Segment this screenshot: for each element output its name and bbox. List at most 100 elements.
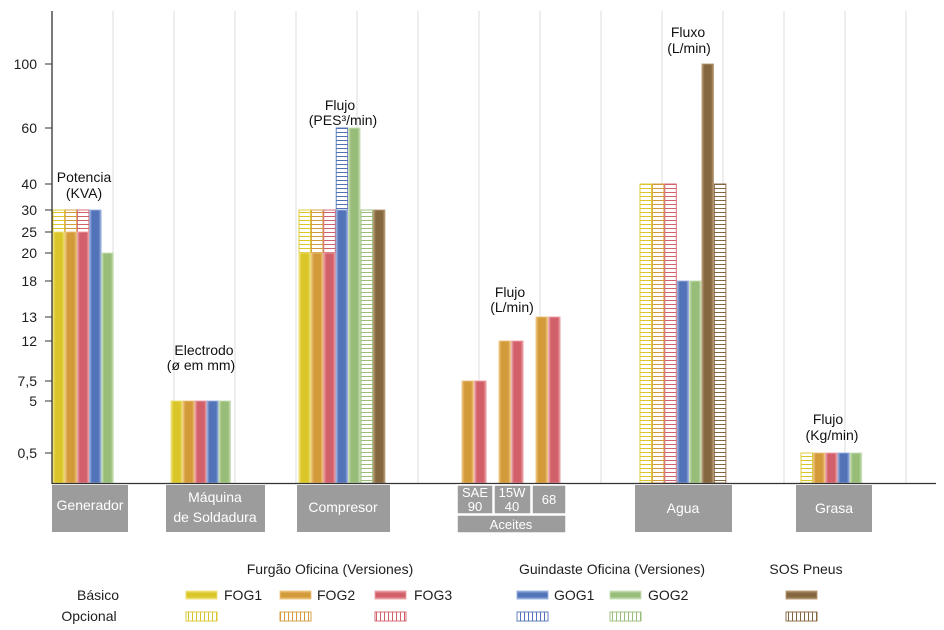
y-axis-ticks: 100 60 40 30 25 20 18 13 12 7,5 5 0,5 xyxy=(14,56,52,461)
legend-group-title-furgao: Furgão Oficina (Versiones) xyxy=(247,561,414,577)
y-tick-label: 30 xyxy=(21,202,37,218)
bar-aceites-15w-40-fog3-basico xyxy=(511,340,524,484)
subcategory-label-sae-90-line2: 90 xyxy=(468,499,482,514)
legend-swatch-gog1-basico xyxy=(516,590,549,600)
bar-compresor-gog1-basico xyxy=(335,209,349,484)
annotation-grasa-line1: Flujo xyxy=(813,411,844,427)
bar-generador-fog2-basico xyxy=(64,231,78,484)
legend-swatch-fog2-opcional xyxy=(279,611,312,622)
y-tick-label: 12 xyxy=(21,333,37,349)
category-label-agua: Agua xyxy=(667,500,700,516)
category-box-aceites xyxy=(456,514,567,534)
bar-maquina-de-soldadura-fog3-basico xyxy=(194,400,207,484)
y-tick-label: 7,5 xyxy=(18,373,38,389)
legend-swatch-fog2-basico xyxy=(279,590,312,600)
annotation-maquina-line1: Electrodo xyxy=(174,342,233,358)
legend: Furgão Oficina (Versiones) Guindaste Ofi… xyxy=(61,561,842,624)
annotation-agua-line2: (L/min) xyxy=(667,40,711,56)
y-tick-label: 0,5 xyxy=(18,445,38,461)
bar-compresor-fog2-basico xyxy=(310,252,324,484)
bar-maquina-de-soldadura-fog1-basico xyxy=(170,400,183,484)
y-tick-label: 100 xyxy=(14,56,38,72)
bar-grasa-gog2-basico xyxy=(849,452,863,484)
bar-generador-fog3-basico xyxy=(76,231,90,484)
legend-label-gog1: GOG1 xyxy=(554,587,595,603)
legend-swatch-gog2-basico xyxy=(609,590,642,600)
subcategory-label-68: 68 xyxy=(542,492,556,507)
annotation-aceites-line2: (L/min) xyxy=(490,299,534,315)
legend-label-fog3: FOG3 xyxy=(414,587,452,603)
legend-swatch-sos-pneus-opcional xyxy=(785,611,818,622)
category-label-generador: Generador xyxy=(57,497,124,513)
annotation-grasa-line2: (Kg/min) xyxy=(806,427,859,443)
bar-compresor-fog3-basico xyxy=(323,252,336,484)
bar-compresor-gog2-basico xyxy=(348,127,361,484)
y-tick-label: 13 xyxy=(21,309,37,325)
bar-grasa-fog1-opcional xyxy=(800,452,813,484)
y-tick-label: 18 xyxy=(21,273,37,289)
legend-swatch-fog1-basico xyxy=(185,590,218,600)
annotation-generador-line2: (KVA) xyxy=(66,185,102,201)
bar-agua-gog2-basico xyxy=(689,280,702,484)
legend-swatch-fog3-basico xyxy=(374,590,407,600)
bar-agua-fog3-opcional xyxy=(664,183,677,484)
bar-generador-gog2-basico xyxy=(101,252,114,484)
legend-row-label-opcional: Opcional xyxy=(61,608,116,624)
subcategory-label-sae-90-line1: SAE xyxy=(462,485,488,500)
annotation-compresor-line2: (PES³/min) xyxy=(309,112,377,128)
bar-agua-gog1-basico xyxy=(676,280,690,484)
annotation-generador-line1: Potencia xyxy=(57,169,112,185)
legend-group-title-sos-pneus: SOS Pneus xyxy=(769,561,842,577)
y-tick-label: 5 xyxy=(29,393,37,409)
annotations: Potencia (KVA) Electrodo (ø em mm) Flujo… xyxy=(57,24,859,443)
legend-label-gog2: GOG2 xyxy=(648,587,689,603)
bar-aceites-68-fog2-basico xyxy=(535,316,548,484)
bars xyxy=(52,63,863,484)
subcategory-box-15w-40 xyxy=(493,484,532,515)
bar-agua-sos-pneus-opcional xyxy=(713,183,727,484)
category-label-compresor: Compresor xyxy=(308,499,378,515)
bar-aceites-sae-90-fog2-basico xyxy=(461,380,474,484)
category-labels: Generador Máquina de Soldadura Compresor… xyxy=(52,484,872,534)
category-label-maquina-line1: Máquina xyxy=(188,489,242,505)
category-label-aceites: Aceites xyxy=(490,517,533,532)
legend-group-title-guindaste: Guindaste Oficina (Versiones) xyxy=(519,561,705,577)
legend-swatch-fog1-opcional xyxy=(185,611,218,622)
legend-swatch-gog2-opcional xyxy=(609,611,642,622)
bar-grasa-fog3-basico xyxy=(825,452,838,484)
annotation-agua-line1: Fluxo xyxy=(671,24,705,40)
bar-grasa-gog1-basico xyxy=(837,452,850,484)
subcategory-box-sae-90 xyxy=(456,484,494,515)
category-box-generador xyxy=(52,485,128,532)
subcategory-label-15w-40-line1: 15W xyxy=(499,485,526,500)
bar-maquina-de-soldadura-fog2-basico xyxy=(182,400,195,484)
annotation-aceites-line1: Flujo xyxy=(495,284,526,300)
bar-compresor-fog1-basico xyxy=(298,252,311,484)
bar-aceites-68-fog3-basico xyxy=(548,316,561,484)
category-box-grasa xyxy=(796,485,872,532)
category-box-maquina xyxy=(166,485,265,532)
bar-compresor-gog2-opcional xyxy=(360,209,373,484)
category-label-maquina-line2: de Soldadura xyxy=(173,509,257,525)
bar-aceites-15w-40-fog2-basico xyxy=(498,340,511,484)
bar-aceites-sae-90-fog3-basico xyxy=(474,380,487,484)
category-box-compresor xyxy=(297,485,390,532)
y-tick-label: 40 xyxy=(21,176,37,192)
bar-agua-sos-pneus-basico xyxy=(701,63,714,484)
legend-row-label-basico: Básico xyxy=(77,587,119,603)
legend-label-fog2: FOG2 xyxy=(317,587,355,603)
bar-compresor-sos-pneus-basico xyxy=(372,209,386,484)
legend-swatch-gog1-opcional xyxy=(516,611,549,622)
bar-generador-gog1-basico xyxy=(89,209,102,484)
subcategory-box-68 xyxy=(531,484,567,515)
y-tick-label: 25 xyxy=(21,224,37,240)
legend-label-fog1: FOG1 xyxy=(224,587,262,603)
category-box-agua xyxy=(635,485,732,532)
bar-generador-fog1-basico xyxy=(52,231,65,484)
subcategory-label-15w-40-line2: 40 xyxy=(505,499,519,514)
y-tick-label: 20 xyxy=(21,245,37,261)
bar-grasa-fog2-basico xyxy=(812,452,826,484)
bar-agua-fog1-opcional xyxy=(639,183,652,484)
category-label-grasa: Grasa xyxy=(815,500,853,516)
